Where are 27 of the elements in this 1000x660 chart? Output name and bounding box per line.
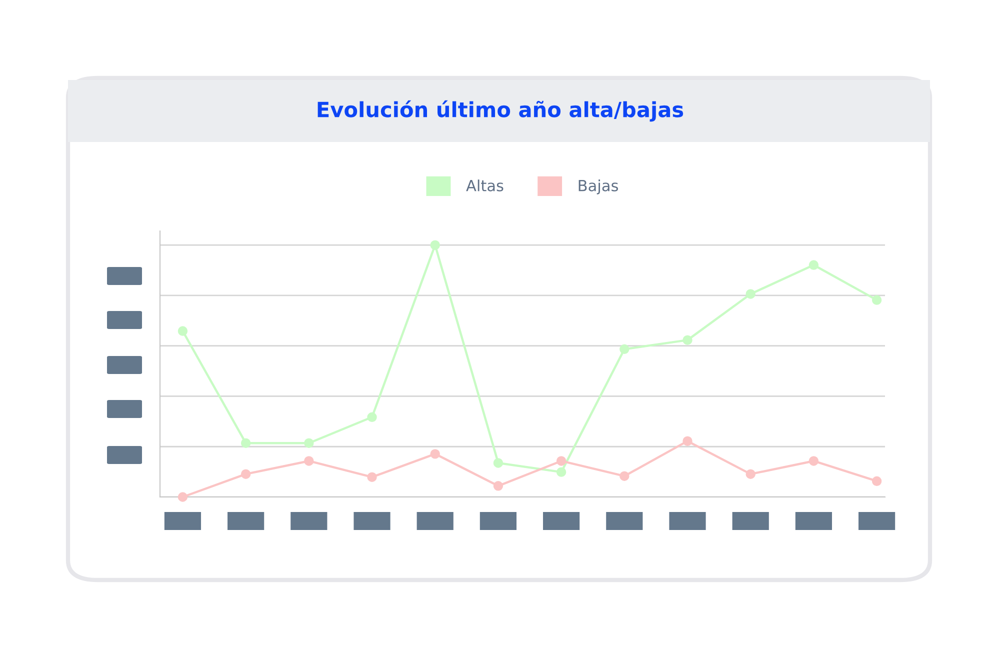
point xyxy=(304,456,314,466)
point xyxy=(304,438,314,448)
point xyxy=(178,492,188,502)
legend-label: Altas xyxy=(466,180,504,192)
point xyxy=(493,458,504,468)
point xyxy=(808,260,819,270)
chart-title: Evolución último año alta/bajas xyxy=(318,100,684,122)
point xyxy=(746,469,756,479)
point xyxy=(682,335,692,345)
point xyxy=(872,295,882,305)
point xyxy=(682,436,692,446)
point xyxy=(367,412,377,422)
point xyxy=(556,456,566,466)
point xyxy=(430,240,440,250)
legend-label: Bajas xyxy=(578,180,618,194)
point xyxy=(240,469,251,479)
point xyxy=(872,476,882,486)
point xyxy=(493,481,504,491)
point xyxy=(556,467,566,477)
point xyxy=(178,326,188,336)
point xyxy=(746,289,756,299)
point xyxy=(430,449,440,459)
point xyxy=(620,471,630,481)
point xyxy=(620,344,630,354)
point xyxy=(367,472,377,482)
point xyxy=(808,456,819,466)
point xyxy=(240,438,251,448)
